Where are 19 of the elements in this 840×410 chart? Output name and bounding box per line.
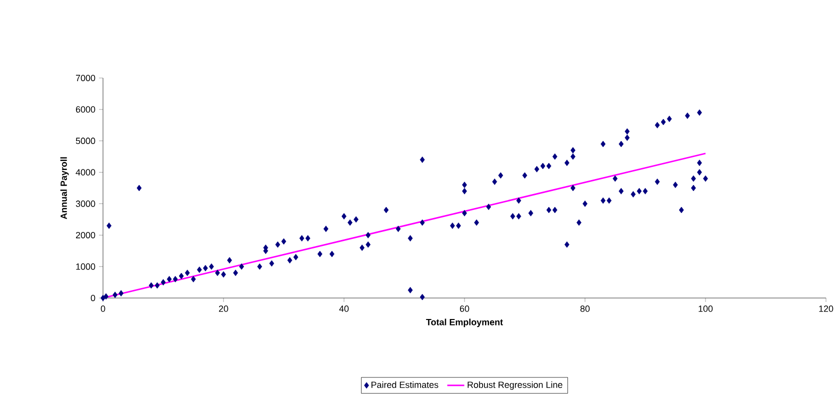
y-tick-label: 2000 — [76, 232, 96, 238]
legend-label: Robust Regression Line — [468, 381, 562, 390]
x-tick-label: 60 — [460, 306, 470, 312]
x-tick-label: 0 — [100, 306, 106, 312]
y-axis-title: Annual Payroll — [60, 157, 69, 220]
legend-label: Paired Estimates — [372, 381, 438, 388]
x-tick-label: 100 — [698, 306, 713, 312]
y-tick-label: 4000 — [76, 169, 96, 176]
y-tick-label: 0 — [90, 294, 96, 302]
y-tick-label: 7000 — [76, 74, 96, 82]
x-tick-label: 80 — [580, 306, 590, 312]
x-tick-label: 40 — [339, 306, 349, 312]
y-tick-label: 6000 — [76, 106, 96, 113]
y-tick-label: 3000 — [76, 200, 96, 207]
x-tick-label: 120 — [819, 306, 834, 312]
x-tick-label: 20 — [218, 306, 228, 312]
y-tick-label: 5000 — [76, 138, 96, 144]
x-axis-title: Total Employment — [426, 318, 503, 328]
y-tick-label: 1000 — [76, 263, 96, 270]
